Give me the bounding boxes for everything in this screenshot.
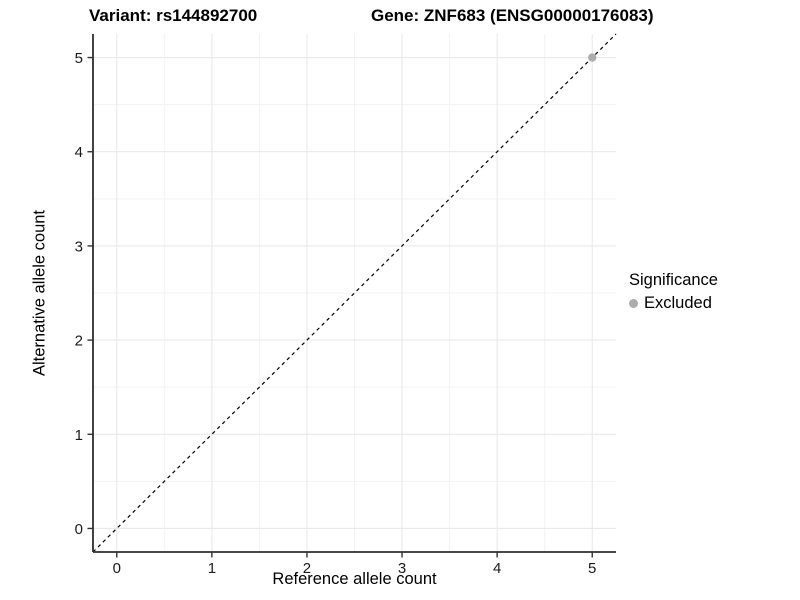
data-point xyxy=(588,53,597,62)
y-axis-label: Alternative allele count xyxy=(30,209,49,377)
legend-items: Excluded xyxy=(629,294,718,313)
y-tick-label: 2 xyxy=(75,333,83,350)
legend-item: Excluded xyxy=(629,294,718,313)
y-tick-label: 5 xyxy=(75,50,83,67)
x-tick-label: 5 xyxy=(588,560,596,577)
x-tick-label: 4 xyxy=(493,560,501,577)
legend: Significance Excluded xyxy=(629,271,718,313)
legend-item-label: Excluded xyxy=(644,294,712,312)
y-tick-label: 1 xyxy=(75,427,83,444)
y-tick-label: 3 xyxy=(75,238,83,255)
plot-panel: 0 1 2 3 4 5 0 1 2 3 4 5 xyxy=(75,33,617,577)
legend-title: Significance xyxy=(629,271,718,289)
plot-title-variant: Variant: rs144892700 xyxy=(89,6,258,25)
y-tick-label: 0 xyxy=(75,521,83,538)
x-tick-label: 2 xyxy=(303,560,311,577)
legend-point-icon xyxy=(629,299,638,308)
x-tick-label: 0 xyxy=(113,560,121,577)
x-tick-label: 1 xyxy=(208,560,216,577)
plot-title-gene: Gene: ZNF683 (ENSG00000176083) xyxy=(371,6,654,25)
x-tick-label: 3 xyxy=(398,560,406,577)
y-tick-label: 4 xyxy=(75,144,83,161)
x-axis-label: Reference allele count xyxy=(272,570,437,588)
